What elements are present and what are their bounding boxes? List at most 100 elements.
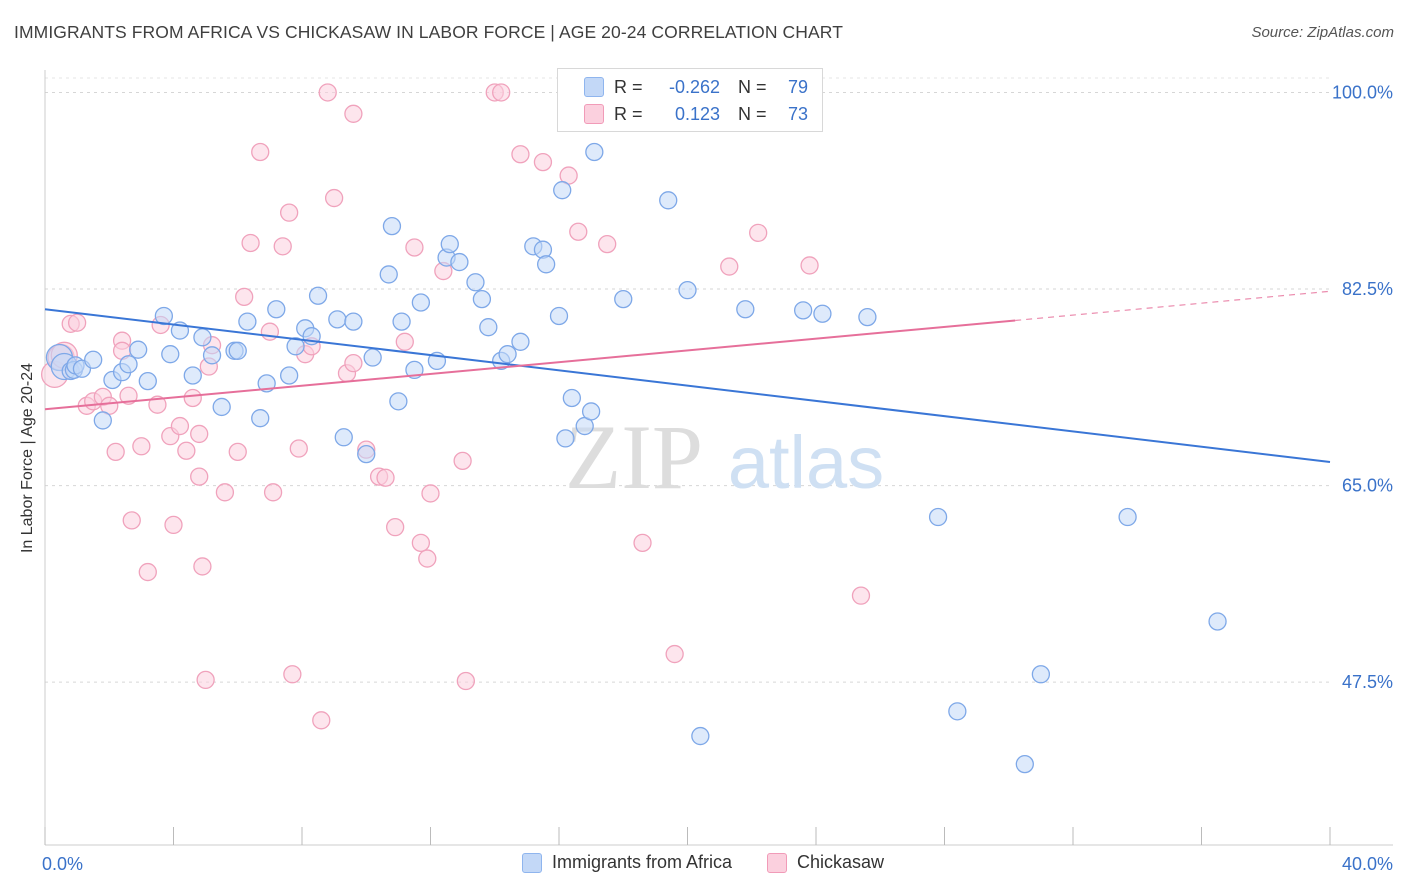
legend-label-chickasaw: Chickasaw [797,852,885,872]
chickasaw-point [344,354,363,373]
stats-swatch-chickasaw [584,104,604,124]
y-tick-label: 47.5% [1342,672,1393,692]
africa-point [440,234,459,254]
africa-trend-line [44,308,1331,463]
africa-point [308,286,328,305]
africa-point [537,255,556,274]
chickasaw-point [279,203,299,222]
africa-point [678,280,697,300]
legend-item-africa[interactable]: Immigrants from Africa [521,852,732,873]
africa-point [450,252,469,272]
africa-point [614,289,633,309]
legend-swatch-africa [521,852,542,873]
chickasaw-point [148,395,167,414]
scatter-points [40,79,1227,774]
africa-point [472,289,492,309]
chickasaw-point [312,711,331,730]
africa-point [585,142,604,162]
africa-point [511,332,530,351]
source-label: Source: ZipAtlas.com [1251,24,1394,41]
chickasaw-point [251,142,270,162]
chickasaw-point [386,517,405,537]
chickasaw-point [318,83,337,102]
africa-point [202,346,222,365]
chickasaw-point [106,442,125,462]
africa-point [129,340,148,359]
africa-point [93,411,112,430]
chickasaw-point [196,670,215,690]
chickasaw-point [421,484,440,503]
africa-point [813,304,832,323]
africa-point [161,345,180,364]
africa-point [659,191,678,210]
africa-point [411,293,431,312]
legend: Immigrants from Africa Chickasaw [0,852,1406,878]
chickasaw-point [456,671,475,691]
chickasaw-point [164,515,183,535]
chickasaw-point [633,533,652,553]
chickasaw-point [228,442,247,462]
stats-swatch-africa [584,77,604,97]
chickasaw-point [170,416,190,436]
chickasaw-point [324,188,344,208]
stats-row-chickasaw: R = 0.123 N = 73 [584,102,808,126]
chickasaw-point [665,644,684,664]
africa-point [154,306,174,326]
africa-point [858,307,877,327]
africa-point [736,300,755,319]
chickasaw-point [533,152,553,172]
africa-point [549,306,569,326]
africa-point [328,310,347,329]
africa-point [228,341,247,360]
chickasaw-point [405,238,424,257]
africa-point [562,388,581,408]
n-value: 73 [788,103,809,124]
africa-point [212,397,231,417]
chickasaw-point [720,257,739,276]
africa-point [794,301,813,320]
r-label: R = [614,76,643,97]
chickasaw-point [418,549,437,568]
chickasaw-point [492,83,511,102]
africa-point [363,348,382,367]
r-value: -0.262 [668,76,720,97]
x-tick-label: 0.0% [42,854,83,874]
r-label: R = [614,103,643,124]
africa-point [392,312,411,331]
chickasaw-point [273,237,292,256]
chickasaw-point [119,386,138,405]
x-tick-label: 40.0% [1342,854,1393,874]
n-value: 79 [788,76,809,97]
chickasaw-point [67,313,87,332]
chickasaw-point [376,468,395,487]
africa-point [498,345,517,364]
africa-point [238,312,257,331]
chickasaw-point [190,424,209,444]
africa-point [279,366,299,385]
stats-row-africa: R = -0.262 N = 79 [584,75,808,99]
r-value: 0.123 [674,103,720,124]
africa-point [382,216,402,236]
africa-point [193,328,212,347]
africa-point [183,366,202,385]
chickasaw-trend-line [44,319,1016,411]
chickasaw-point [193,557,212,576]
chickasaw-point [283,665,302,684]
africa-point [344,312,363,331]
axes [44,70,1393,846]
n-label: N = [738,76,767,97]
africa-point [119,355,138,374]
tick-labels: 100.0% 82.5% 65.0% 47.5% 0.0% 40.0% [42,82,1393,874]
chickasaw-point [598,234,617,254]
chickasaw-trend-extension [1015,290,1331,322]
chickasaw-point [569,222,588,241]
africa-point [1118,507,1137,527]
stats-legend: R = -0.262 N = 79 R = 0.123 N = 73 [557,68,823,132]
legend-item-chickasaw[interactable]: Chickasaw [767,852,884,873]
chickasaw-point [190,467,209,486]
y-tick-label: 65.0% [1342,476,1393,496]
n-label: N = [738,103,767,124]
y-tick-label: 82.5% [1342,279,1393,299]
africa-point [1031,665,1051,684]
